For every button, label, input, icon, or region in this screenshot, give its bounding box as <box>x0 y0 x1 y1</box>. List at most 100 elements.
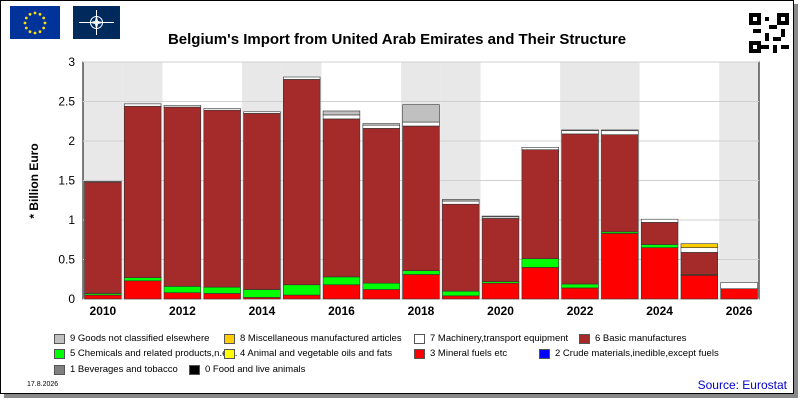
bar-segment <box>123 280 162 300</box>
bar-segment <box>402 125 440 271</box>
legend-item: 6 Basic manufactures <box>579 333 686 344</box>
y-tick-label: 0.5 <box>58 253 75 267</box>
bar-segment <box>322 114 361 120</box>
y-tick-label: 0 <box>68 292 75 306</box>
bar-segment <box>720 288 758 300</box>
bar-segment <box>322 118 361 278</box>
bar-segment <box>322 284 361 300</box>
chart-frame: Belgium's Import from United Arab Emirat… <box>0 0 794 394</box>
bar-segment <box>561 287 599 300</box>
bar-segment <box>163 105 202 108</box>
bar-segment <box>362 123 400 126</box>
legend-item: 8 Miscellaneous manufactured articles <box>224 333 402 344</box>
bar-segment <box>561 133 599 285</box>
bar-segment <box>521 258 559 268</box>
x-tick-label: 2022 <box>567 304 594 318</box>
legend-label: 9 Goods not classified elsewhere <box>70 333 210 344</box>
x-tick-label: 2018 <box>408 304 435 318</box>
eu-flag-icon <box>10 6 60 39</box>
legend-label: 4 Animal and vegetable oils and fats <box>240 348 393 359</box>
bar-segment <box>680 247 719 253</box>
bar-segment <box>640 244 679 248</box>
bar-segment <box>84 180 122 183</box>
bar-segment <box>521 147 559 150</box>
legend-swatch <box>54 364 65 375</box>
x-tick-label: 2024 <box>646 304 673 318</box>
bar-segment <box>601 233 639 300</box>
bar-segment <box>680 274 719 300</box>
bar-segment <box>203 293 241 300</box>
bar-segment <box>362 128 400 284</box>
bar-segment <box>442 199 480 202</box>
date-stamp: 17.8.2026 <box>27 381 59 388</box>
legend-label: 6 Basic manufactures <box>595 333 687 344</box>
y-tick-label: 1 <box>68 213 75 227</box>
legend-label: 0 Food and live animals <box>205 364 306 375</box>
legend-label: 3 Mineral fuels etc <box>430 348 508 359</box>
bar-segment <box>481 215 520 218</box>
bar-segment <box>402 121 440 127</box>
bar-segment <box>561 130 599 135</box>
legend-swatch <box>539 348 550 359</box>
legend-swatch <box>224 348 235 359</box>
bar-segment <box>442 295 480 300</box>
legend-swatch <box>414 333 425 344</box>
bar-segment <box>362 124 400 129</box>
bar-segment <box>640 218 679 223</box>
legend-item: 0 Food and live animals <box>189 364 305 375</box>
bar-segment <box>243 289 281 298</box>
bar-segment <box>84 181 122 294</box>
bar-segment <box>283 284 321 296</box>
bar-segment <box>640 222 679 245</box>
legend-swatch <box>54 348 65 359</box>
legend-item: 9 Goods not classified elsewhere <box>54 333 209 344</box>
bar-segment <box>362 289 400 300</box>
bar-segment <box>680 243 719 248</box>
bar-segment <box>283 294 321 300</box>
legend-swatch <box>224 333 235 344</box>
y-tick-label: 1.5 <box>58 174 75 188</box>
bar-segment <box>601 134 639 233</box>
bar-segment <box>601 129 639 132</box>
legend-item: 2 Crude materials,inedible,except fuels <box>539 348 719 359</box>
bar-segment <box>720 282 758 290</box>
bar-segment <box>481 282 520 300</box>
bar-segment <box>123 277 162 282</box>
bar-segment <box>640 247 679 300</box>
bar-segment <box>243 113 281 290</box>
y-tick-label: 2.5 <box>58 95 75 109</box>
bar-segment <box>481 218 520 282</box>
bar-segment <box>322 110 361 116</box>
bar-segment <box>402 104 440 123</box>
bar-segment <box>521 267 559 300</box>
bar-segment <box>322 276 361 286</box>
bar-segment <box>243 111 281 114</box>
bar-segment <box>283 76 321 80</box>
legend-label: 8 Miscellaneous manufactured articles <box>240 333 402 344</box>
qr-code-icon <box>749 13 789 53</box>
legend-swatch <box>579 333 590 344</box>
x-tick-label: 2026 <box>726 304 753 318</box>
bar-segment <box>442 203 480 292</box>
legend-item: 4 Animal and vegetable oils and fats <box>224 348 392 359</box>
bar-segment <box>561 129 599 132</box>
bar-segment <box>442 290 480 297</box>
bar-segment <box>163 292 202 300</box>
bar-segment <box>84 294 122 300</box>
stacked-bar-chart: 0 0.5 1 1.5 2 2.5 3 2010 2012 2014 2016 2018 2020 20… <box>58 55 760 318</box>
legend-item: 1 Beverages and tobacco <box>54 364 178 375</box>
bar-segment <box>163 286 202 293</box>
bar-segment <box>680 252 719 275</box>
bar-segment <box>402 274 440 300</box>
bar-segment <box>123 103 162 107</box>
y-tick-label: 2 <box>68 134 75 148</box>
bar-segment <box>203 286 241 294</box>
bar-segment <box>203 108 241 111</box>
bar-segment <box>521 149 559 260</box>
legend-swatch <box>54 333 65 344</box>
legend-item: 5 Chemicals and related products,n.e.s. <box>54 348 237 359</box>
x-tick-label: 2014 <box>249 304 276 318</box>
chart-title: Belgium's Import from United Arab Emirat… <box>167 31 627 48</box>
legend-swatch <box>414 348 425 359</box>
legend-item: 7 Machinery,transport equipment <box>414 333 568 344</box>
